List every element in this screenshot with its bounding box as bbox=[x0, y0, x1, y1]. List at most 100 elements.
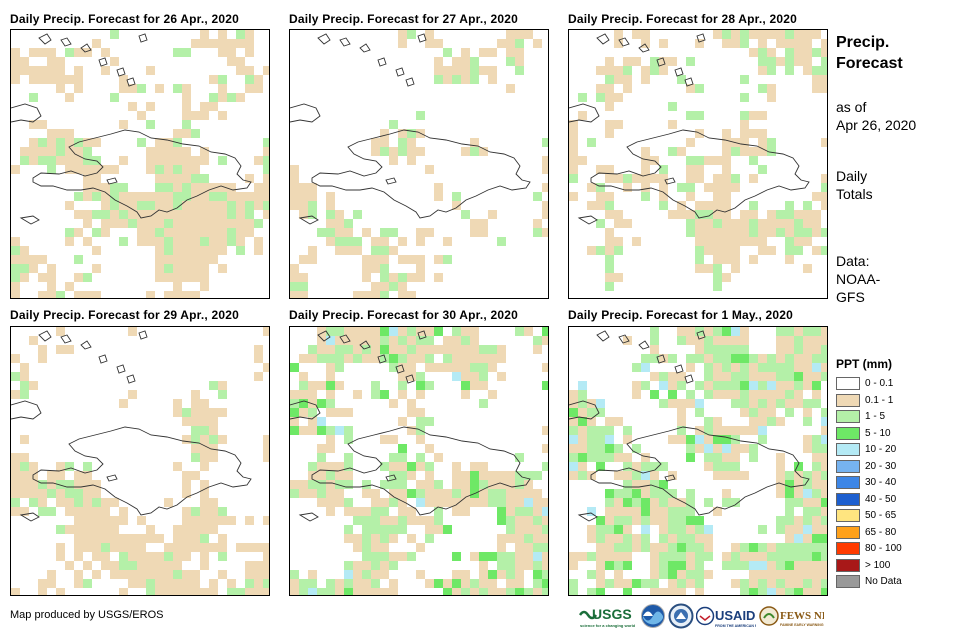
precip-cell bbox=[605, 282, 614, 291]
precip-cell bbox=[794, 534, 803, 543]
precip-cell bbox=[92, 489, 101, 498]
daily-label: Daily bbox=[836, 168, 868, 184]
precip-cell bbox=[659, 498, 668, 507]
precip-cell bbox=[821, 480, 827, 489]
precip-cell bbox=[146, 561, 155, 570]
precip-cell bbox=[479, 489, 488, 498]
precip-cell bbox=[173, 84, 182, 93]
precip-cell bbox=[326, 363, 335, 372]
precip-cell bbox=[578, 453, 587, 462]
precip-cell bbox=[821, 75, 827, 84]
precip-cell bbox=[182, 570, 191, 579]
precip-cell bbox=[569, 561, 578, 570]
precip-cell bbox=[362, 354, 371, 363]
precip-cell bbox=[299, 381, 308, 390]
precip-cell bbox=[461, 489, 470, 498]
precip-cell bbox=[146, 210, 155, 219]
precip-cell bbox=[614, 246, 623, 255]
precip-cell bbox=[785, 363, 794, 372]
precip-cell bbox=[380, 246, 389, 255]
precip-cell bbox=[380, 129, 389, 138]
precip-cell bbox=[497, 507, 506, 516]
precip-cell bbox=[65, 498, 74, 507]
precip-cell bbox=[65, 48, 74, 57]
precip-cell bbox=[731, 444, 740, 453]
precip-cell bbox=[785, 228, 794, 237]
precip-cell bbox=[227, 183, 236, 192]
precip-cell bbox=[425, 516, 434, 525]
precip-cell bbox=[641, 363, 650, 372]
precip-cell bbox=[146, 66, 155, 75]
precip-cell bbox=[173, 129, 182, 138]
precip-cell bbox=[308, 354, 317, 363]
precip-cell bbox=[614, 525, 623, 534]
precip-cell bbox=[209, 201, 218, 210]
precip-cell bbox=[578, 408, 587, 417]
precip-cell bbox=[92, 291, 101, 298]
precip-cell bbox=[569, 120, 578, 129]
precip-cell bbox=[47, 480, 56, 489]
bahamas-coastline bbox=[684, 77, 694, 87]
precip-cell bbox=[182, 489, 191, 498]
precip-cell bbox=[785, 525, 794, 534]
precip-cell bbox=[146, 201, 155, 210]
precip-cell bbox=[371, 534, 380, 543]
precip-cell bbox=[659, 399, 668, 408]
precip-cell bbox=[245, 30, 254, 39]
precip-cell bbox=[344, 426, 353, 435]
precip-cell bbox=[605, 435, 614, 444]
precip-cell bbox=[425, 471, 434, 480]
bahamas-coastline bbox=[60, 334, 72, 344]
precip-cell bbox=[452, 354, 461, 363]
precip-cell bbox=[587, 246, 596, 255]
usaid-logo: USAID FROM THE AMERICAN PEOPLE bbox=[695, 603, 770, 629]
precip-cell bbox=[506, 516, 515, 525]
precip-cell bbox=[713, 444, 722, 453]
precip-cell bbox=[344, 570, 353, 579]
precip-cell bbox=[776, 516, 785, 525]
precip-cell bbox=[191, 183, 200, 192]
precip-cell bbox=[173, 273, 182, 282]
precip-cell bbox=[776, 399, 785, 408]
precip-cell bbox=[713, 327, 722, 336]
precip-cell bbox=[740, 552, 749, 561]
precip-cell bbox=[380, 138, 389, 147]
precip-cell bbox=[164, 219, 173, 228]
precip-cell bbox=[380, 570, 389, 579]
precip-cell bbox=[695, 570, 704, 579]
precip-cell bbox=[740, 399, 749, 408]
precip-cell bbox=[812, 210, 821, 219]
precip-cell bbox=[245, 588, 254, 595]
precip-cell bbox=[110, 192, 119, 201]
precip-cell bbox=[11, 471, 20, 480]
precip-cell bbox=[344, 336, 353, 345]
precip-cell bbox=[794, 471, 803, 480]
precip-cell bbox=[173, 291, 182, 298]
precip-cell bbox=[182, 219, 191, 228]
precip-cell bbox=[812, 543, 821, 552]
precip-cell bbox=[587, 426, 596, 435]
precip-cell bbox=[182, 84, 191, 93]
precip-cell bbox=[821, 507, 827, 516]
precip-cell bbox=[533, 39, 542, 48]
precip-cell bbox=[317, 354, 326, 363]
precip-cell bbox=[479, 399, 488, 408]
precip-cell bbox=[623, 336, 632, 345]
precip-cell bbox=[200, 192, 209, 201]
precip-cell bbox=[533, 561, 542, 570]
precip-cell bbox=[659, 165, 668, 174]
precip-cell bbox=[227, 219, 236, 228]
precip-cell bbox=[686, 210, 695, 219]
precip-cell bbox=[344, 345, 353, 354]
precip-cell bbox=[74, 165, 83, 174]
precip-cell bbox=[650, 462, 659, 471]
precip-map-3 bbox=[569, 30, 827, 291]
precip-cell bbox=[290, 417, 299, 426]
legend-swatch bbox=[836, 410, 860, 423]
precip-cell bbox=[569, 147, 578, 156]
precip-cell bbox=[812, 345, 821, 354]
cuba-coastline bbox=[569, 103, 600, 123]
precip-cell bbox=[74, 498, 83, 507]
precip-cell bbox=[326, 399, 335, 408]
precip-cell bbox=[794, 498, 803, 507]
